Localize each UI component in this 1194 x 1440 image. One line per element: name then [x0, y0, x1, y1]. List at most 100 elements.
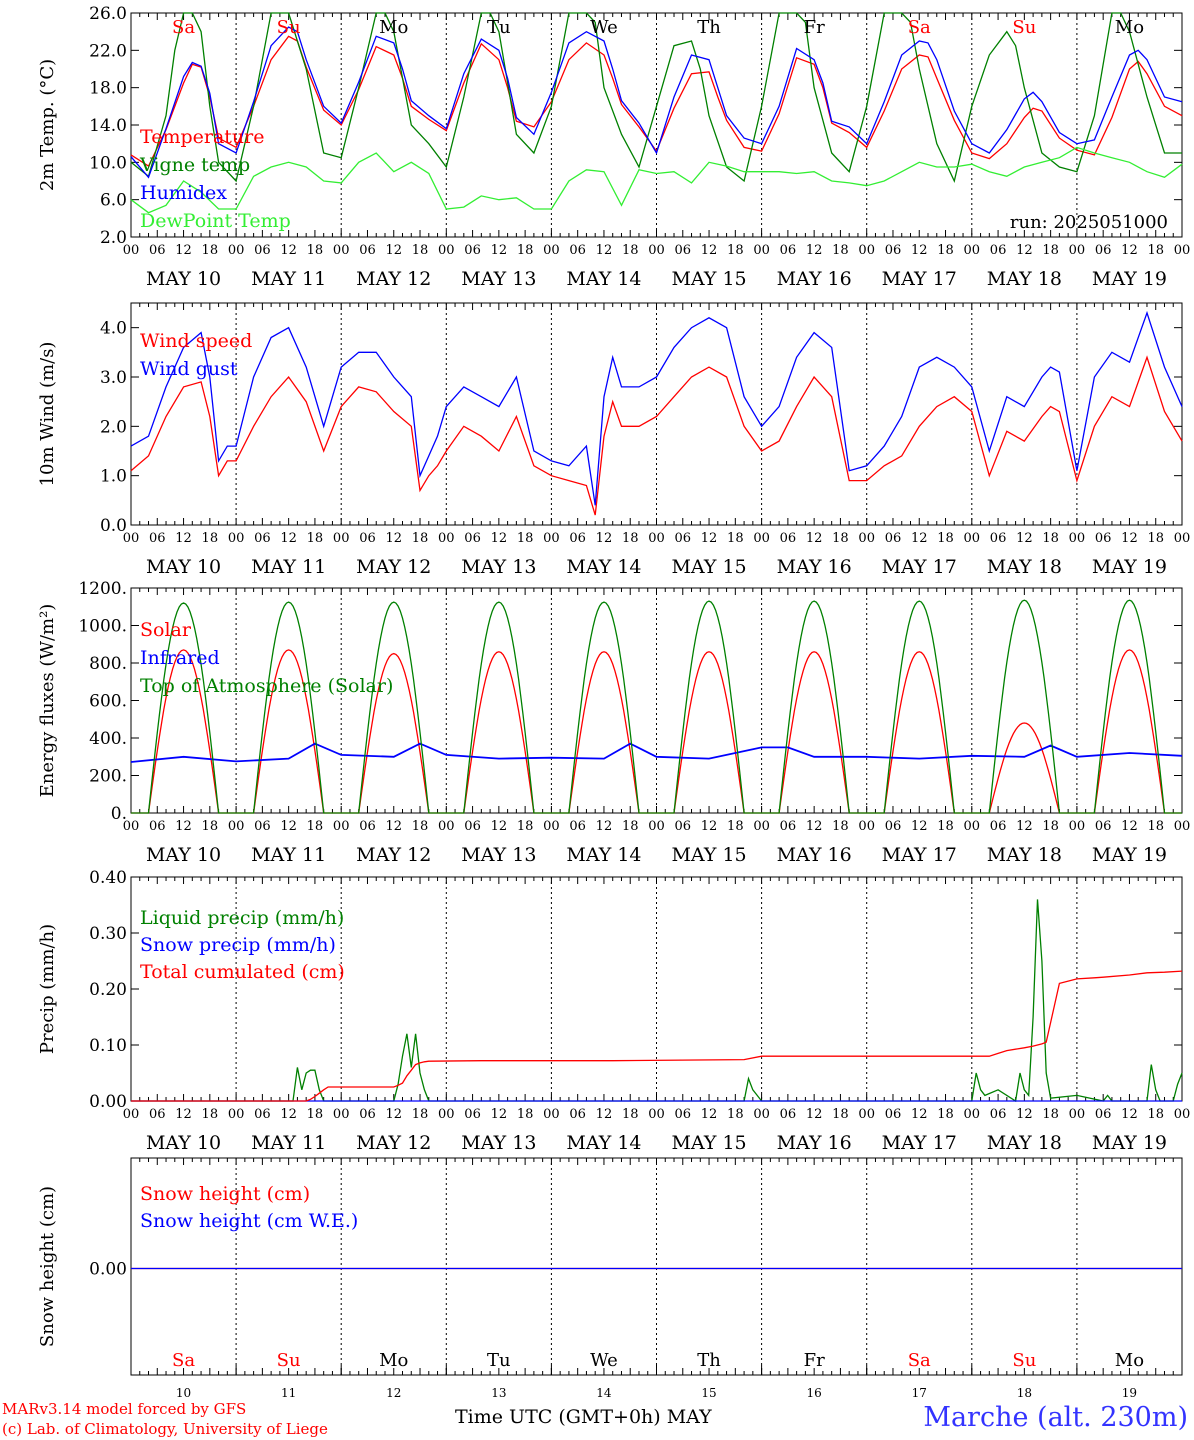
- date-label: MAY 14: [566, 556, 641, 578]
- date-label: MAY 18: [987, 268, 1062, 290]
- hour-tick-label: 12: [385, 1107, 402, 1122]
- date-label: MAY 10: [146, 268, 221, 290]
- hour-tick-label: 00: [964, 531, 981, 546]
- hour-tick-label: 18: [1042, 1107, 1059, 1122]
- hour-tick-label: 18: [202, 1107, 219, 1122]
- hour-tick-label: 12: [280, 531, 297, 546]
- weekday-label: We: [590, 1350, 618, 1371]
- hour-tick-label: 12: [175, 819, 192, 834]
- y-tick-label: 14.0: [89, 116, 127, 136]
- date-label: MAY 17: [882, 844, 957, 866]
- hour-tick-label: 06: [464, 531, 481, 546]
- day-number-label: 13: [491, 1386, 506, 1400]
- hour-tick-label: 00: [1069, 531, 1086, 546]
- hour-tick-label: 18: [517, 531, 534, 546]
- y-tick-label: 0.0: [100, 516, 127, 536]
- hour-tick-label: 12: [491, 1107, 508, 1122]
- series-line-total-cumulated-cm-: [131, 970, 1183, 1102]
- date-label: MAY 12: [356, 1132, 431, 1154]
- y-tick-label: 3.0: [100, 368, 127, 388]
- hour-tick-label: 00: [1174, 1107, 1191, 1122]
- date-label: MAY 18: [987, 844, 1062, 866]
- hour-tick-label: 18: [622, 819, 639, 834]
- series-line-liquid-precip-mm-h-: [131, 899, 1183, 1103]
- legend-entry: Liquid precip (mm/h): [140, 907, 344, 929]
- y-tick-label: 0.00: [89, 1260, 127, 1280]
- hour-tick-label: 12: [385, 531, 402, 546]
- hour-tick-label: 06: [149, 1107, 166, 1122]
- hour-tick-label: 18: [727, 531, 744, 546]
- hour-tick-label: 18: [1147, 243, 1164, 258]
- legend-entry: Wind speed: [140, 330, 252, 352]
- hour-tick-label: 00: [1069, 243, 1086, 258]
- hour-tick-label: 06: [885, 243, 902, 258]
- hour-tick-label: 06: [990, 819, 1007, 834]
- hour-tick-label: 06: [990, 1107, 1007, 1122]
- hour-tick-label: 00: [123, 819, 140, 834]
- hour-tick-label: 06: [675, 531, 692, 546]
- date-label: MAY 11: [251, 844, 326, 866]
- date-label: MAY 13: [461, 844, 536, 866]
- hour-tick-label: 00: [858, 819, 875, 834]
- hour-tick-label: 18: [622, 1107, 639, 1122]
- day-number-label: 17: [912, 1386, 927, 1400]
- hour-tick-label: 12: [1121, 1107, 1138, 1122]
- y-tick-label: 600.: [89, 692, 127, 712]
- hour-tick-label: 00: [858, 1107, 875, 1122]
- hour-tick-label: 06: [569, 531, 586, 546]
- hour-tick-label: 00: [648, 819, 665, 834]
- hour-tick-label: 12: [280, 819, 297, 834]
- hour-tick-label: 06: [885, 819, 902, 834]
- date-label: MAY 11: [251, 268, 326, 290]
- date-label: MAY 19: [1092, 844, 1167, 866]
- panel-snow: 0.00 Snow height (cm) Snow height (cm) Snow…: [37, 1157, 1183, 1400]
- hour-tick-label: 12: [911, 1107, 928, 1122]
- date-label: MAY 11: [251, 556, 326, 578]
- hour-tick-label: 18: [1042, 819, 1059, 834]
- hour-tick-label: 18: [412, 531, 429, 546]
- date-label: MAY 16: [777, 1132, 852, 1154]
- hour-tick-label: 00: [1069, 1107, 1086, 1122]
- hour-tick-label: 06: [359, 243, 376, 258]
- date-label: MAY 14: [566, 1132, 641, 1154]
- hour-tick-label: 00: [543, 819, 560, 834]
- y-axis-label: 10m Wind (m/s): [37, 342, 58, 487]
- hour-tick-label: 06: [1095, 819, 1112, 834]
- hour-tick-label: 12: [596, 1107, 613, 1122]
- hour-tick-label: 00: [648, 1107, 665, 1122]
- series-line-wind-gust: [130, 310, 1183, 506]
- hour-tick-label: 12: [280, 1107, 297, 1122]
- hour-tick-label: 06: [254, 1107, 271, 1122]
- hour-tick-label: 06: [254, 531, 271, 546]
- hour-tick-label: 06: [149, 243, 166, 258]
- day-number-label: 14: [596, 1386, 612, 1400]
- hour-tick-label: 06: [675, 1107, 692, 1122]
- hour-tick-label: 18: [1147, 531, 1164, 546]
- hour-tick-label: 00: [964, 243, 981, 258]
- hour-tick-label: 12: [491, 531, 508, 546]
- hour-tick-label: 12: [911, 243, 928, 258]
- date-label: MAY 10: [146, 1132, 221, 1154]
- hour-tick-label: 12: [491, 819, 508, 834]
- hour-tick-label: 18: [307, 1107, 324, 1122]
- hour-tick-label: 18: [517, 1107, 534, 1122]
- hour-tick-label: 00: [753, 1107, 770, 1122]
- hour-tick-label: 18: [307, 819, 324, 834]
- date-label: MAY 15: [671, 1132, 746, 1154]
- hour-tick-label: 00: [753, 819, 770, 834]
- hour-tick-label: 12: [596, 819, 613, 834]
- hour-tick-label: 12: [175, 1107, 192, 1122]
- hour-tick-label: 00: [333, 243, 350, 258]
- legend-entry: Solar: [140, 619, 192, 641]
- hour-tick-label: 12: [1016, 819, 1033, 834]
- hour-tick-label: 12: [1016, 243, 1033, 258]
- hour-tick-label: 06: [780, 1107, 797, 1122]
- hour-tick-label: 06: [780, 243, 797, 258]
- day-number-label: 16: [807, 1386, 822, 1400]
- hour-tick-label: 00: [123, 1107, 140, 1122]
- hour-tick-label: 06: [675, 819, 692, 834]
- hour-tick-label: 00: [438, 243, 455, 258]
- date-label: MAY 11: [251, 1132, 326, 1154]
- time-axis-label: Time UTC (GMT+0h) MAY: [455, 1406, 712, 1428]
- legend-entry: Humidex: [140, 182, 227, 204]
